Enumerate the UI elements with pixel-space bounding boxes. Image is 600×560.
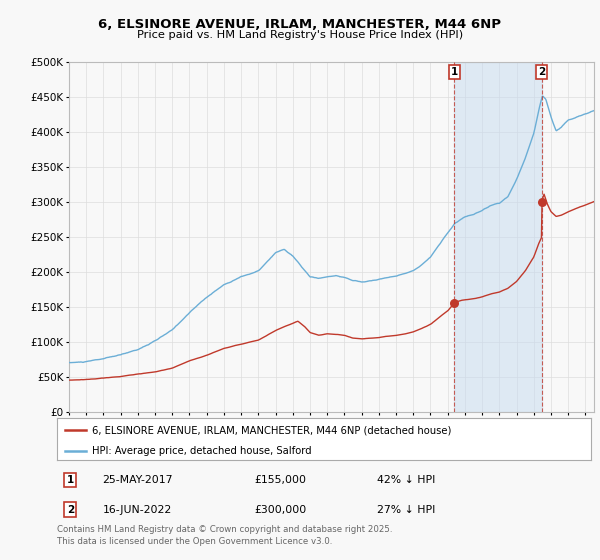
Text: 1: 1 (451, 67, 458, 77)
Text: 2: 2 (538, 67, 545, 77)
Text: 42% ↓ HPI: 42% ↓ HPI (377, 475, 436, 485)
Text: £155,000: £155,000 (254, 475, 307, 485)
Text: 6, ELSINORE AVENUE, IRLAM, MANCHESTER, M44 6NP (detached house): 6, ELSINORE AVENUE, IRLAM, MANCHESTER, M… (92, 425, 451, 435)
Point (449, 298, 459, 307)
Text: 1: 1 (67, 475, 74, 485)
Point (537, 197, 547, 206)
Text: 25-MAY-2017: 25-MAY-2017 (103, 475, 173, 485)
Text: Price paid vs. HM Land Registry's House Price Index (HPI): Price paid vs. HM Land Registry's House … (137, 30, 463, 40)
Text: 2: 2 (67, 505, 74, 515)
Text: 27% ↓ HPI: 27% ↓ HPI (377, 505, 436, 515)
Text: HPI: Average price, detached house, Salford: HPI: Average price, detached house, Salf… (92, 446, 311, 456)
Text: £300,000: £300,000 (254, 505, 307, 515)
Text: 6, ELSINORE AVENUE, IRLAM, MANCHESTER, M44 6NP: 6, ELSINORE AVENUE, IRLAM, MANCHESTER, M… (98, 18, 502, 31)
Bar (454, 62, 542, 412)
Text: Contains HM Land Registry data © Crown copyright and database right 2025.
This d: Contains HM Land Registry data © Crown c… (57, 525, 392, 546)
Text: 16-JUN-2022: 16-JUN-2022 (103, 505, 172, 515)
